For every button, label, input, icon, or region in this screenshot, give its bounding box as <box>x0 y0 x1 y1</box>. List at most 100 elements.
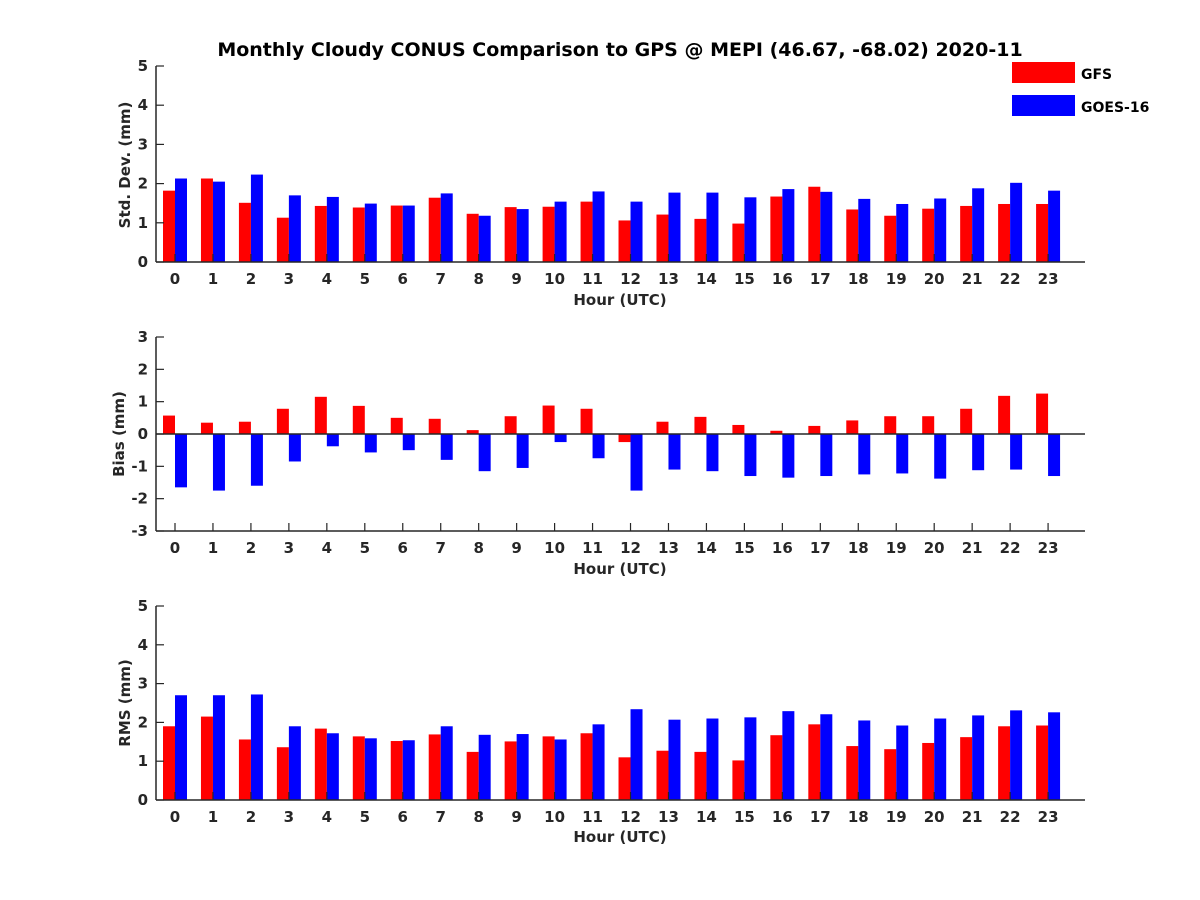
bar-gfs-bias-0 <box>163 415 175 434</box>
bar-gfs-std-dev-5 <box>352 207 365 262</box>
bar-gfs-bias-15 <box>732 424 745 434</box>
bar-goes16-std-dev-10 <box>554 201 567 262</box>
x-tick-label-rms-19: 19 <box>886 808 907 826</box>
x-tick-label-bias-5: 5 <box>360 539 370 557</box>
x-tick-label-std-dev-2: 2 <box>246 270 256 288</box>
bar-goes16-rms-7 <box>440 726 453 800</box>
bar-goes16-std-dev-4 <box>326 196 339 262</box>
bar-goes16-bias-7 <box>440 434 453 460</box>
bar-gfs-std-dev-17 <box>808 186 821 262</box>
bar-gfs-std-dev-15 <box>732 223 745 262</box>
bar-gfs-std-dev-18 <box>846 209 859 262</box>
x-tick-label-std-dev-19: 19 <box>886 270 907 288</box>
x-tick-label-bias-8: 8 <box>473 539 483 557</box>
bar-goes16-std-dev-14 <box>706 192 719 262</box>
bar-goes16-rms-8 <box>478 734 491 800</box>
bar-goes16-std-dev-2 <box>250 174 263 262</box>
x-tick-label-std-dev-18: 18 <box>848 270 869 288</box>
bar-gfs-bias-5 <box>352 405 365 434</box>
bar-gfs-std-dev-22 <box>998 203 1011 262</box>
bar-goes16-bias-17 <box>820 434 833 477</box>
y-tick-label-bias-2: 2 <box>138 360 148 378</box>
x-tick-label-std-dev-7: 7 <box>436 270 446 288</box>
bar-goes16-bias-4 <box>326 434 339 447</box>
bar-gfs-std-dev-1 <box>200 178 213 262</box>
bar-gfs-std-dev-14 <box>694 218 707 262</box>
x-tick-label-bias-3: 3 <box>284 539 294 557</box>
bar-gfs-rms-15 <box>732 760 745 800</box>
bar-goes16-rms-18 <box>858 720 871 800</box>
bar-gfs-rms-14 <box>694 751 707 800</box>
bar-gfs-rms-3 <box>276 747 289 800</box>
bar-gfs-bias-13 <box>656 421 669 434</box>
bar-gfs-rms-10 <box>542 736 555 800</box>
x-tick-label-bias-13: 13 <box>658 539 679 557</box>
bar-goes16-std-dev-3 <box>288 195 301 262</box>
y-axis-label-bias: Bias (mm) <box>110 391 128 477</box>
x-tick-label-rms-22: 22 <box>1000 808 1021 826</box>
x-tick-label-rms-1: 1 <box>208 808 218 826</box>
x-tick-label-rms-5: 5 <box>360 808 370 826</box>
bar-gfs-bias-10 <box>542 405 555 434</box>
chart-title: Monthly Cloudy CONUS Comparison to GPS @… <box>217 39 1022 61</box>
x-tick-label-std-dev-14: 14 <box>696 270 717 288</box>
bar-gfs-bias-2 <box>238 421 251 434</box>
bar-gfs-bias-8 <box>466 430 479 434</box>
legend: GFS GOES-16 <box>1012 62 1149 116</box>
bar-gfs-rms-22 <box>998 726 1011 800</box>
bar-gfs-std-dev-12 <box>618 220 631 262</box>
bar-gfs-std-dev-16 <box>770 196 783 262</box>
x-tick-label-bias-22: 22 <box>1000 539 1021 557</box>
x-tick-label-bias-9: 9 <box>511 539 521 557</box>
bar-gfs-std-dev-7 <box>428 197 441 262</box>
bar-goes16-bias-21 <box>972 434 985 471</box>
bar-goes16-std-dev-19 <box>896 203 909 262</box>
y-tick-label-rms-3: 3 <box>138 675 148 693</box>
bar-gfs-bias-16 <box>770 430 783 434</box>
bar-gfs-rms-18 <box>846 746 859 800</box>
bar-goes16-bias-3 <box>288 434 301 462</box>
x-tick-label-std-dev-10: 10 <box>544 270 565 288</box>
bar-goes16-rms-4 <box>326 733 339 800</box>
bar-gfs-bias-22 <box>998 395 1011 434</box>
bar-gfs-std-dev-6 <box>390 205 403 262</box>
bar-gfs-std-dev-20 <box>922 208 935 262</box>
bar-gfs-bias-19 <box>884 416 897 434</box>
legend-swatch-goes16 <box>1012 95 1075 116</box>
bar-goes16-bias-23 <box>1048 434 1061 477</box>
x-tick-label-bias-14: 14 <box>696 539 717 557</box>
x-tick-label-rms-6: 6 <box>398 808 408 826</box>
bar-gfs-bias-17 <box>808 425 821 434</box>
bar-goes16-std-dev-18 <box>858 198 871 262</box>
bar-gfs-bias-11 <box>580 408 593 434</box>
x-tick-label-bias-16: 16 <box>772 539 793 557</box>
x-tick-label-std-dev-21: 21 <box>962 270 983 288</box>
bar-goes16-rms-19 <box>896 725 909 800</box>
bar-goes16-rms-11 <box>592 724 605 800</box>
y-tick-label-rms-2: 2 <box>138 713 148 731</box>
y-tick-label-std-dev-5: 5 <box>138 57 148 75</box>
y-tick-label-std-dev-2: 2 <box>138 175 148 193</box>
bar-goes16-std-dev-8 <box>478 215 491 262</box>
y-tick-label-bias--1: -1 <box>131 457 148 475</box>
bar-goes16-rms-6 <box>402 740 415 800</box>
y-tick-label-std-dev-1: 1 <box>138 214 148 232</box>
x-tick-label-rms-3: 3 <box>284 808 294 826</box>
bar-gfs-bias-21 <box>960 408 973 434</box>
legend-label-gfs: GFS <box>1081 67 1112 83</box>
bar-gfs-rms-19 <box>884 749 897 800</box>
bar-goes16-rms-21 <box>972 715 985 800</box>
x-tick-label-bias-4: 4 <box>322 539 332 557</box>
bar-gfs-bias-3 <box>276 408 289 434</box>
bar-goes16-std-dev-17 <box>820 191 833 262</box>
x-tick-label-rms-13: 13 <box>658 808 679 826</box>
x-tick-label-std-dev-12: 12 <box>620 270 641 288</box>
bar-goes16-rms-12 <box>630 709 643 800</box>
bar-goes16-bias-5 <box>364 434 377 453</box>
x-tick-label-std-dev-9: 9 <box>511 270 521 288</box>
x-tick-label-bias-7: 7 <box>436 539 446 557</box>
